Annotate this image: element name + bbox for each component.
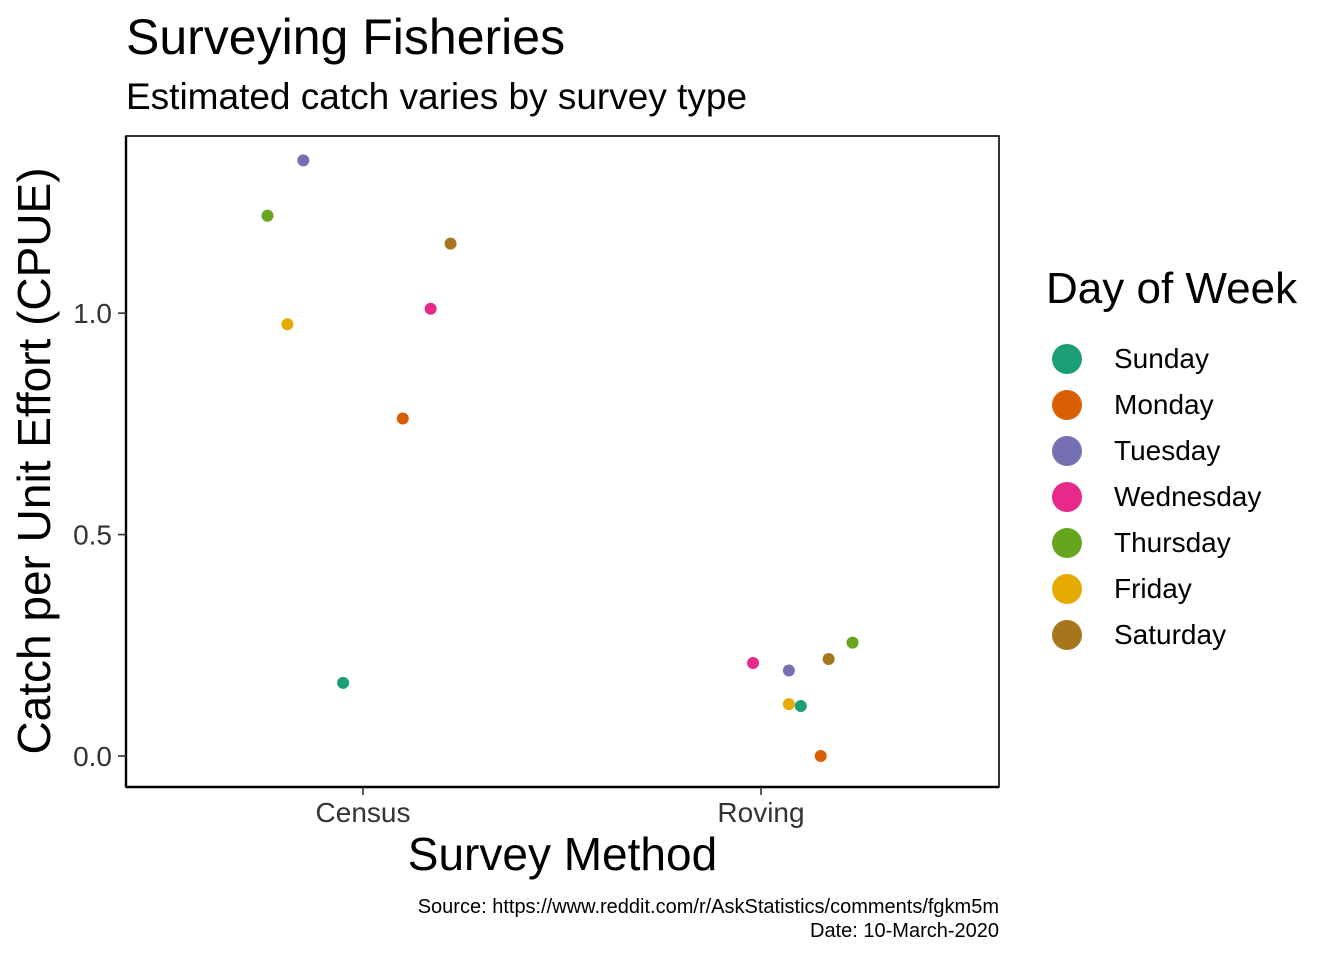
data-point-sunday-roving <box>794 699 807 712</box>
x-tick-label: Roving <box>717 797 804 828</box>
legend-item-wednesday: Wednesday <box>1052 481 1262 512</box>
caption-date: Date: 10-March-2020 <box>810 920 999 942</box>
legend-title: Day of Week <box>1046 264 1298 313</box>
data-point-wednesday-roving <box>747 657 760 669</box>
caption: Source: https://www.reddit.com/r/AskStat… <box>418 895 999 943</box>
legend-item-sunday: Sunday <box>1052 343 1209 374</box>
legend-key-dot <box>1052 574 1082 604</box>
data-point-sunday-census <box>337 676 350 689</box>
data-point-monday-roving <box>814 750 827 762</box>
y-tick-label: 0.0 <box>73 741 112 772</box>
x-tick-label: Census <box>316 797 411 828</box>
data-point-friday-roving <box>782 698 795 711</box>
legend-item-monday: Monday <box>1052 389 1214 420</box>
chart-subtitle: Estimated catch varies by survey type <box>126 76 748 117</box>
data-point-saturday-census <box>444 237 457 250</box>
legend-item-tuesday: Tuesday <box>1052 435 1221 466</box>
data-point-wednesday-census <box>424 302 437 315</box>
x-axis-title: Survey Method <box>407 828 718 880</box>
legend-key-dot <box>1052 528 1082 558</box>
data-point-tuesday-census <box>297 154 310 167</box>
legend-key-dot <box>1052 436 1082 466</box>
data-point-monday-census <box>396 412 409 425</box>
data-point-tuesday-roving <box>782 664 795 677</box>
data-point-thursday-roving <box>846 636 859 649</box>
legend-label: Monday <box>1114 389 1214 420</box>
legend-key-dot <box>1052 344 1082 374</box>
data-point-friday-census <box>281 318 294 331</box>
chart-title: Surveying Fisheries <box>126 9 566 65</box>
legend-key-dot <box>1052 620 1082 650</box>
legend-label: Sunday <box>1114 343 1209 374</box>
y-tick-label: 1.0 <box>73 298 112 329</box>
plot-panel-border <box>125 135 1000 788</box>
legend-key-dot <box>1052 390 1082 420</box>
data-point-thursday-census <box>261 209 274 222</box>
legend-label: Tuesday <box>1114 435 1221 466</box>
legend-label: Saturday <box>1114 619 1227 650</box>
y-axis-title: Catch per Unit Effort (CPUE) <box>8 167 60 755</box>
legend-label: Thursday <box>1114 527 1231 558</box>
legend-item-friday: Friday <box>1052 573 1192 604</box>
y-tick-label: 0.5 <box>73 520 112 551</box>
legend-key-dot <box>1052 482 1082 512</box>
legend-item-thursday: Thursday <box>1052 527 1231 558</box>
legend-label: Wednesday <box>1114 481 1262 512</box>
data-point-saturday-roving <box>822 653 835 666</box>
legend-item-saturday: Saturday <box>1052 619 1227 650</box>
caption-source: Source: https://www.reddit.com/r/AskStat… <box>417 896 999 918</box>
legend-label: Friday <box>1114 573 1192 604</box>
